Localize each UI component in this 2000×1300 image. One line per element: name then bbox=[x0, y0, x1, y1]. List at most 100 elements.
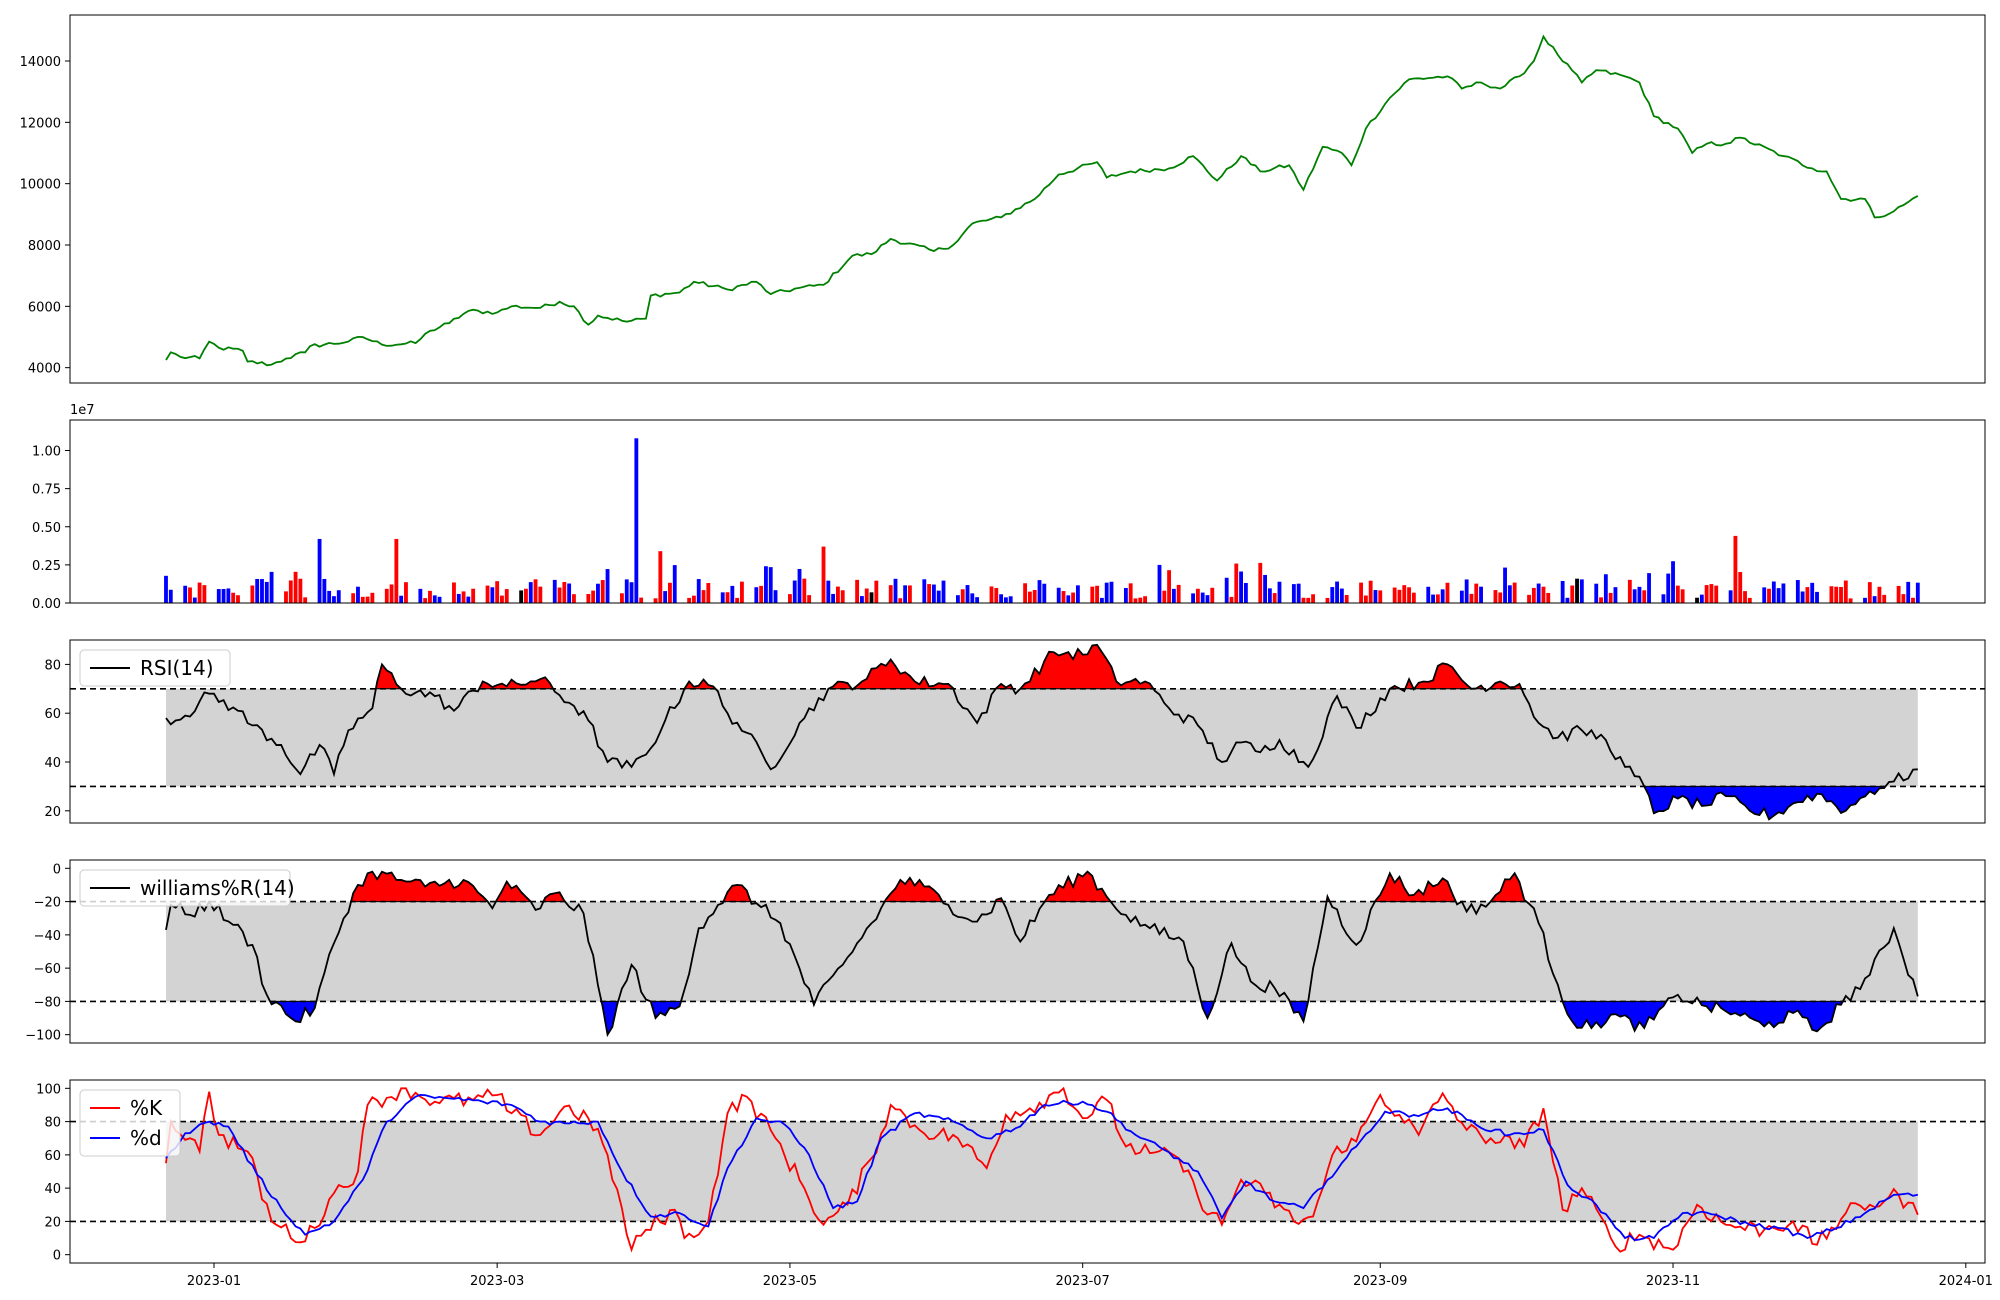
volume-offset-label: 1e7 bbox=[70, 403, 95, 418]
volume-bar bbox=[370, 592, 375, 603]
volume-bar bbox=[768, 567, 773, 603]
volume-bar bbox=[955, 595, 960, 603]
volume-bar bbox=[528, 582, 533, 603]
volume-bar bbox=[1071, 592, 1076, 603]
volume-bar bbox=[1560, 580, 1565, 603]
volume-bar bbox=[999, 594, 1004, 603]
volume-bar bbox=[1613, 587, 1618, 603]
volume-bar bbox=[1258, 562, 1263, 603]
volume-bar bbox=[567, 583, 572, 603]
volume-bar bbox=[1426, 586, 1431, 603]
price-panel-ytick-label: 10000 bbox=[20, 178, 61, 193]
williams-panel-frame bbox=[69, 859, 1986, 1044]
volume-bar bbox=[720, 592, 725, 603]
volume-bar bbox=[596, 583, 600, 603]
volume-bar bbox=[1815, 591, 1819, 603]
volume-bar bbox=[706, 582, 711, 603]
volume-bar bbox=[1915, 582, 1920, 603]
volume-bar bbox=[740, 581, 744, 603]
volume-bar bbox=[620, 593, 624, 603]
volume-bar bbox=[903, 585, 908, 603]
volume-bar bbox=[1066, 595, 1071, 603]
volume-bar bbox=[461, 591, 466, 603]
volume-bar bbox=[1200, 592, 1205, 603]
price-panel-ytick-label: 4000 bbox=[28, 362, 61, 377]
volume-bar bbox=[399, 595, 404, 603]
price-panel: 4000 6000 8000 10000 12000 14000 bbox=[20, 14, 1986, 384]
volume-bar bbox=[927, 584, 932, 603]
volume-bar bbox=[384, 588, 389, 603]
volume-bar bbox=[255, 578, 260, 603]
volume-bar bbox=[533, 579, 538, 603]
volume-panel-ytick-label: 0.25 bbox=[32, 559, 61, 574]
volume-bar bbox=[1714, 585, 1719, 603]
volume-bar bbox=[1474, 583, 1479, 603]
rsi-panel-overbought-fill bbox=[1413, 662, 1485, 690]
volume-panel-frame bbox=[69, 419, 1986, 604]
williams-panel-ytick-label: −40 bbox=[34, 929, 61, 944]
volume-bar bbox=[1402, 585, 1407, 603]
volume-bar bbox=[831, 593, 836, 603]
volume-bar bbox=[1138, 597, 1143, 603]
volume-bar bbox=[288, 580, 293, 603]
volume-bar bbox=[1368, 580, 1373, 603]
volume-bar bbox=[1642, 590, 1647, 603]
volume-bar bbox=[1603, 574, 1608, 603]
volume-bar bbox=[1267, 588, 1272, 603]
rsi-legend: RSI(14) bbox=[79, 649, 231, 687]
price-panel-ytick-label: 6000 bbox=[28, 300, 61, 315]
volume-bar bbox=[629, 582, 634, 603]
volume-bar bbox=[1469, 593, 1474, 603]
volume-bar bbox=[1344, 595, 1349, 603]
volume-bar bbox=[1800, 591, 1805, 603]
volume-bar bbox=[1128, 583, 1133, 603]
volume-bar bbox=[735, 597, 740, 603]
volume-bar bbox=[965, 585, 970, 603]
volume-bar bbox=[1527, 594, 1531, 603]
volume-bar bbox=[1330, 587, 1335, 603]
volume-bar bbox=[792, 580, 797, 603]
volume-bar bbox=[941, 580, 946, 603]
rsi-line bbox=[165, 643, 1918, 821]
volume-bar bbox=[428, 590, 432, 603]
volume-bar bbox=[1771, 581, 1776, 603]
volume-bar bbox=[1546, 592, 1551, 603]
volume-bar bbox=[1157, 564, 1162, 603]
volume-bar bbox=[1579, 579, 1584, 603]
volume-bar bbox=[836, 586, 840, 603]
williams-legend: williams%R(14) bbox=[79, 869, 295, 907]
volume-bar bbox=[293, 571, 298, 603]
volume-bar bbox=[1407, 587, 1411, 603]
volume-bar bbox=[1003, 597, 1008, 603]
x-tick-label: 2023-01 bbox=[187, 1274, 241, 1289]
volume-bar bbox=[672, 565, 677, 603]
stochastic-panel-frame bbox=[69, 1079, 1986, 1264]
volume-bar bbox=[264, 581, 269, 603]
volume-bar bbox=[1191, 593, 1195, 603]
volume-bar bbox=[1459, 590, 1464, 603]
volume-bar bbox=[1848, 598, 1853, 603]
volume-bar bbox=[1263, 574, 1267, 603]
williams-panel-ytick-label: −80 bbox=[34, 995, 61, 1010]
volume-bar bbox=[1728, 590, 1733, 603]
volume-bar bbox=[869, 592, 874, 603]
volume-bar bbox=[1109, 581, 1114, 603]
volume-bar bbox=[164, 575, 168, 603]
rsi-panel-band bbox=[165, 688, 1918, 787]
volume-bar bbox=[1599, 597, 1603, 603]
volume-panel-ytick-label: 0.75 bbox=[32, 483, 61, 498]
volume-bar bbox=[1397, 589, 1402, 603]
volume-bar bbox=[1090, 586, 1095, 603]
volume-bar bbox=[1464, 579, 1469, 603]
volume-bar bbox=[807, 595, 812, 603]
volume-bar bbox=[1671, 561, 1675, 603]
volume-bar bbox=[860, 596, 864, 603]
volume-bar bbox=[1512, 582, 1517, 603]
volume-bar bbox=[1431, 594, 1435, 603]
volume-bar bbox=[418, 588, 423, 603]
volume-bar bbox=[725, 592, 730, 603]
volume-bar bbox=[1411, 592, 1416, 603]
williams-panel-ytick-label: −100 bbox=[25, 1029, 61, 1044]
volume-bar bbox=[1075, 585, 1080, 603]
volume-panel-ytick-label: 0.00 bbox=[32, 597, 61, 612]
